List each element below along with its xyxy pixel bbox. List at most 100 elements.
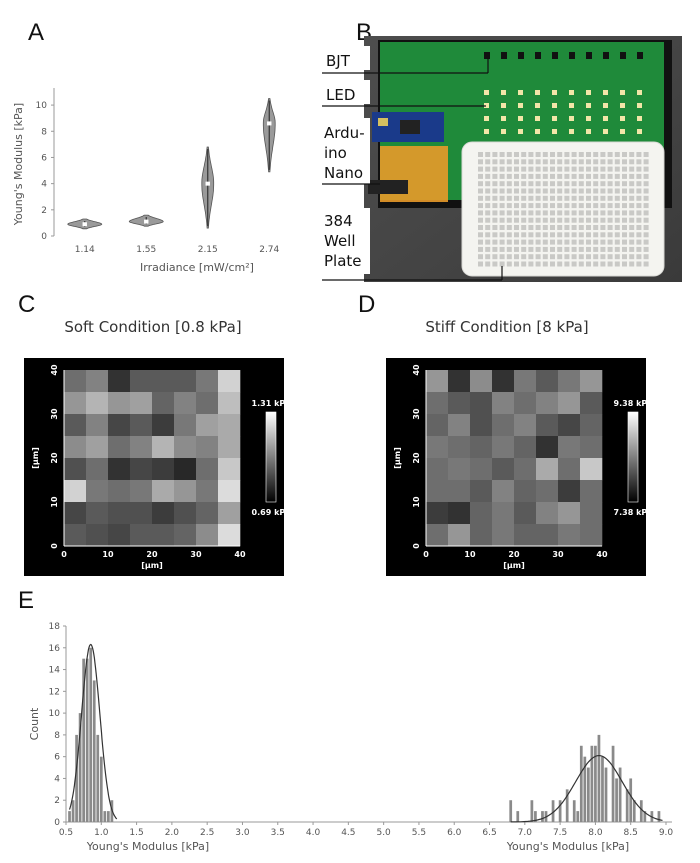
well [636,195,642,201]
heatmap-cell [536,370,559,393]
heatmap-cell [448,480,471,503]
well [593,166,599,172]
well [506,261,512,267]
usb-port [378,118,388,126]
heatmap-cell [448,370,471,393]
hist-bar [639,800,643,822]
well [578,239,584,245]
well [514,261,519,267]
heatmap-cell [218,414,241,437]
heatmap-cell [492,458,515,481]
well [485,254,491,260]
well [535,254,541,260]
well [550,232,555,238]
well [528,246,534,252]
well [478,159,483,165]
heatmap-y-tick: 0 [50,543,59,549]
heatmap-cell [426,524,449,547]
chip [400,120,420,134]
well [578,173,584,179]
well [614,152,620,157]
well [499,254,505,260]
heatmap-x-tick: 40 [596,550,608,559]
heatmap-x-tick: 0 [423,550,429,559]
heatmap-cell [514,502,537,525]
heatmap-cell [152,480,175,503]
hist-bar [534,811,537,822]
well [557,246,563,252]
well [506,225,512,230]
heatmap-cell [514,480,537,503]
heatmap-cell [514,414,537,437]
hist-y-tick: 4 [54,774,60,784]
violin-x-tick: 1.14 [75,245,95,255]
well [557,195,563,201]
heatmap-x-tick: 20 [146,550,158,559]
power-cable [368,180,408,194]
well [478,239,483,245]
well [521,261,527,267]
well [614,254,620,260]
hist-x-tick: 0.5 [59,828,73,838]
heatmap-y-label: [µm] [31,447,40,469]
heatmap-cell [580,370,603,393]
well [593,239,599,245]
violin-median [144,219,149,224]
well [607,166,613,172]
well [499,210,505,216]
well [485,173,491,179]
heatmap-cell [108,524,131,547]
well [636,173,642,179]
well [564,166,570,172]
hist-bar [583,756,587,822]
well [614,246,620,252]
well [550,254,555,260]
heatmap-soft: 0 10 20 30 40 0 10 20 30 40 [µm] [µm] 1.31 kPa 0.69 k… [24,358,290,576]
well [521,203,527,209]
hist-bar [643,811,647,822]
heatmap-x-tick: 30 [190,550,202,559]
well [506,173,512,179]
well [514,195,519,201]
bjt [518,52,524,59]
heatmap-cell [536,392,559,415]
well [614,217,620,223]
well [586,188,591,194]
heatmap-cell [64,436,87,459]
heatmap-cell [580,414,603,437]
well [542,181,548,187]
well [514,173,519,179]
hist-bar [551,800,555,822]
well [564,225,570,230]
heatmap-cell [218,370,241,393]
well [542,232,548,238]
heatmap-cell [108,392,131,415]
well [643,239,649,245]
heatmap-cell [174,370,197,393]
well [478,181,483,187]
well [607,239,613,245]
well [506,210,512,216]
well-plate [461,141,665,277]
heatmap-cell [108,436,131,459]
well [557,225,563,230]
hist-x-tick: 5.5 [412,828,426,838]
heatmap-cell [86,480,109,503]
bjt [637,52,643,59]
well [571,261,577,267]
well [564,181,570,187]
well [485,159,491,165]
led [569,129,574,134]
heatmap-cell [580,480,603,503]
well [629,254,635,260]
well [643,254,649,260]
well [506,188,512,194]
well [542,225,548,230]
bjt [620,52,626,59]
led [501,90,506,95]
heatmap-cell [580,502,603,525]
hist-y-tick: 0 [54,818,60,828]
bjt [603,52,609,59]
label-led: LED [326,86,355,104]
well [586,217,591,223]
